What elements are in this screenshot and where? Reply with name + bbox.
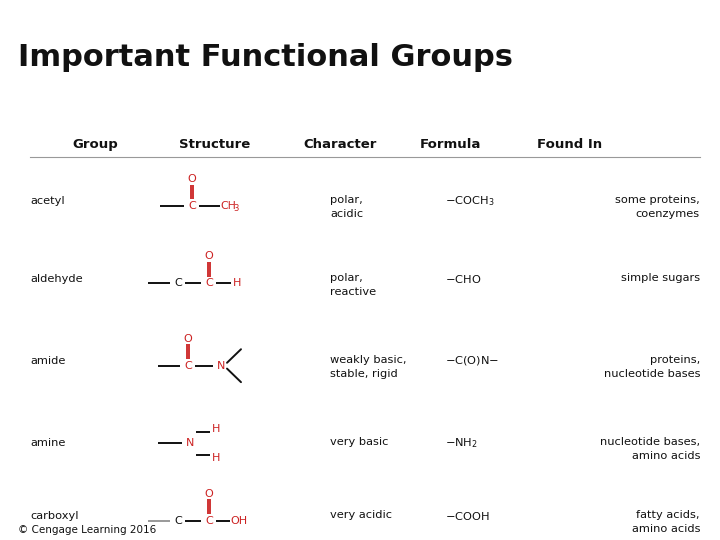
Text: $-$C(O)N$-$: $-$C(O)N$-$ [445, 354, 499, 367]
Text: acetyl: acetyl [30, 196, 65, 206]
Text: amide: amide [30, 356, 66, 366]
Text: Group: Group [72, 138, 118, 151]
Text: $-$COOH: $-$COOH [445, 510, 490, 522]
Text: weakly basic,
stable, rigid: weakly basic, stable, rigid [330, 355, 407, 379]
Text: $-$NH$_2$: $-$NH$_2$ [445, 436, 477, 450]
Text: Character: Character [303, 138, 377, 151]
Text: proteins,
nucleotide bases: proteins, nucleotide bases [603, 355, 700, 379]
Text: © Cengage Learning 2016: © Cengage Learning 2016 [18, 525, 156, 535]
Text: simple sugars: simple sugars [621, 273, 700, 283]
Text: H: H [212, 424, 220, 434]
Text: nucleotide bases,
amino acids: nucleotide bases, amino acids [600, 437, 700, 461]
Text: Found In: Found In [537, 138, 603, 151]
Text: C: C [205, 279, 213, 288]
Text: C: C [174, 279, 182, 288]
Text: fatty acids,
amino acids: fatty acids, amino acids [631, 510, 700, 534]
Text: carboxyl: carboxyl [30, 511, 78, 521]
Text: H: H [233, 279, 241, 288]
Text: OH: OH [230, 516, 248, 525]
Text: $-$COCH$_3$: $-$COCH$_3$ [445, 194, 495, 208]
Text: Structure: Structure [179, 138, 251, 151]
Text: 3: 3 [233, 204, 238, 213]
Text: N: N [217, 361, 225, 370]
Text: polar,
acidic: polar, acidic [330, 195, 363, 219]
Text: O: O [188, 174, 197, 184]
Text: CH: CH [220, 201, 236, 211]
Text: O: O [184, 334, 192, 343]
Text: amine: amine [30, 438, 66, 448]
Text: C: C [184, 361, 192, 370]
Text: N: N [186, 438, 194, 448]
Text: some proteins,
coenzymes: some proteins, coenzymes [616, 195, 700, 219]
Text: Important Functional Groups: Important Functional Groups [18, 43, 513, 72]
Text: C: C [188, 201, 196, 211]
Text: very acidic: very acidic [330, 510, 392, 520]
Text: Formula: Formula [419, 138, 481, 151]
Text: H: H [212, 453, 220, 463]
Text: aldehyde: aldehyde [30, 274, 83, 284]
Text: very basic: very basic [330, 437, 388, 447]
Text: C: C [174, 516, 182, 525]
Text: $-$CHO: $-$CHO [445, 273, 481, 285]
Text: O: O [204, 489, 213, 498]
Text: polar,
reactive: polar, reactive [330, 273, 376, 296]
Text: C: C [205, 516, 213, 525]
Text: O: O [204, 251, 213, 261]
